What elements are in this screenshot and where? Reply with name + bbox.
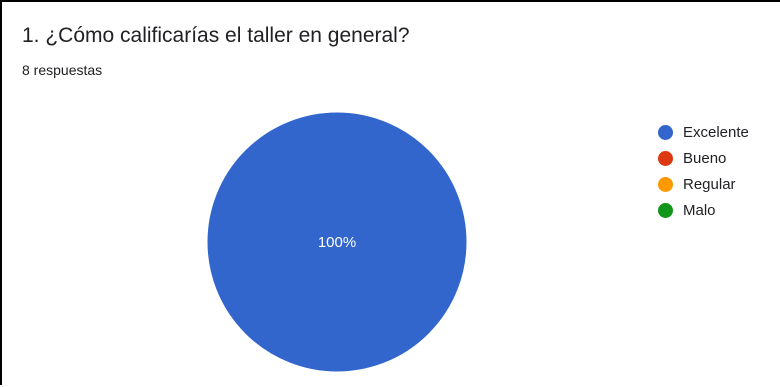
legend-swatch-regular <box>658 176 673 192</box>
legend-swatch-excelente <box>658 124 673 140</box>
question-title: 1. ¿Cómo calificarías el taller en gener… <box>22 24 410 47</box>
legend-label-excelente: Excelente <box>683 123 749 141</box>
legend-label-regular: Regular <box>683 175 736 193</box>
pie-data-label-excelente: 100% <box>318 234 356 251</box>
legend-item-excelente[interactable]: Excelente <box>658 119 749 145</box>
legend-item-bueno[interactable]: Bueno <box>658 145 749 171</box>
legend-item-regular[interactable]: Regular <box>658 171 749 197</box>
pie-slice-excelente[interactable] <box>206 111 468 373</box>
legend-swatch-malo <box>658 202 673 218</box>
legend-label-malo: Malo <box>683 201 716 219</box>
legend-swatch-bueno <box>658 150 673 166</box>
chart-legend: Excelente Bueno Regular Malo <box>658 119 749 223</box>
legend-label-bueno: Bueno <box>683 149 727 167</box>
legend-item-malo[interactable]: Malo <box>658 197 749 223</box>
response-count: 8 respuestas <box>22 62 103 78</box>
